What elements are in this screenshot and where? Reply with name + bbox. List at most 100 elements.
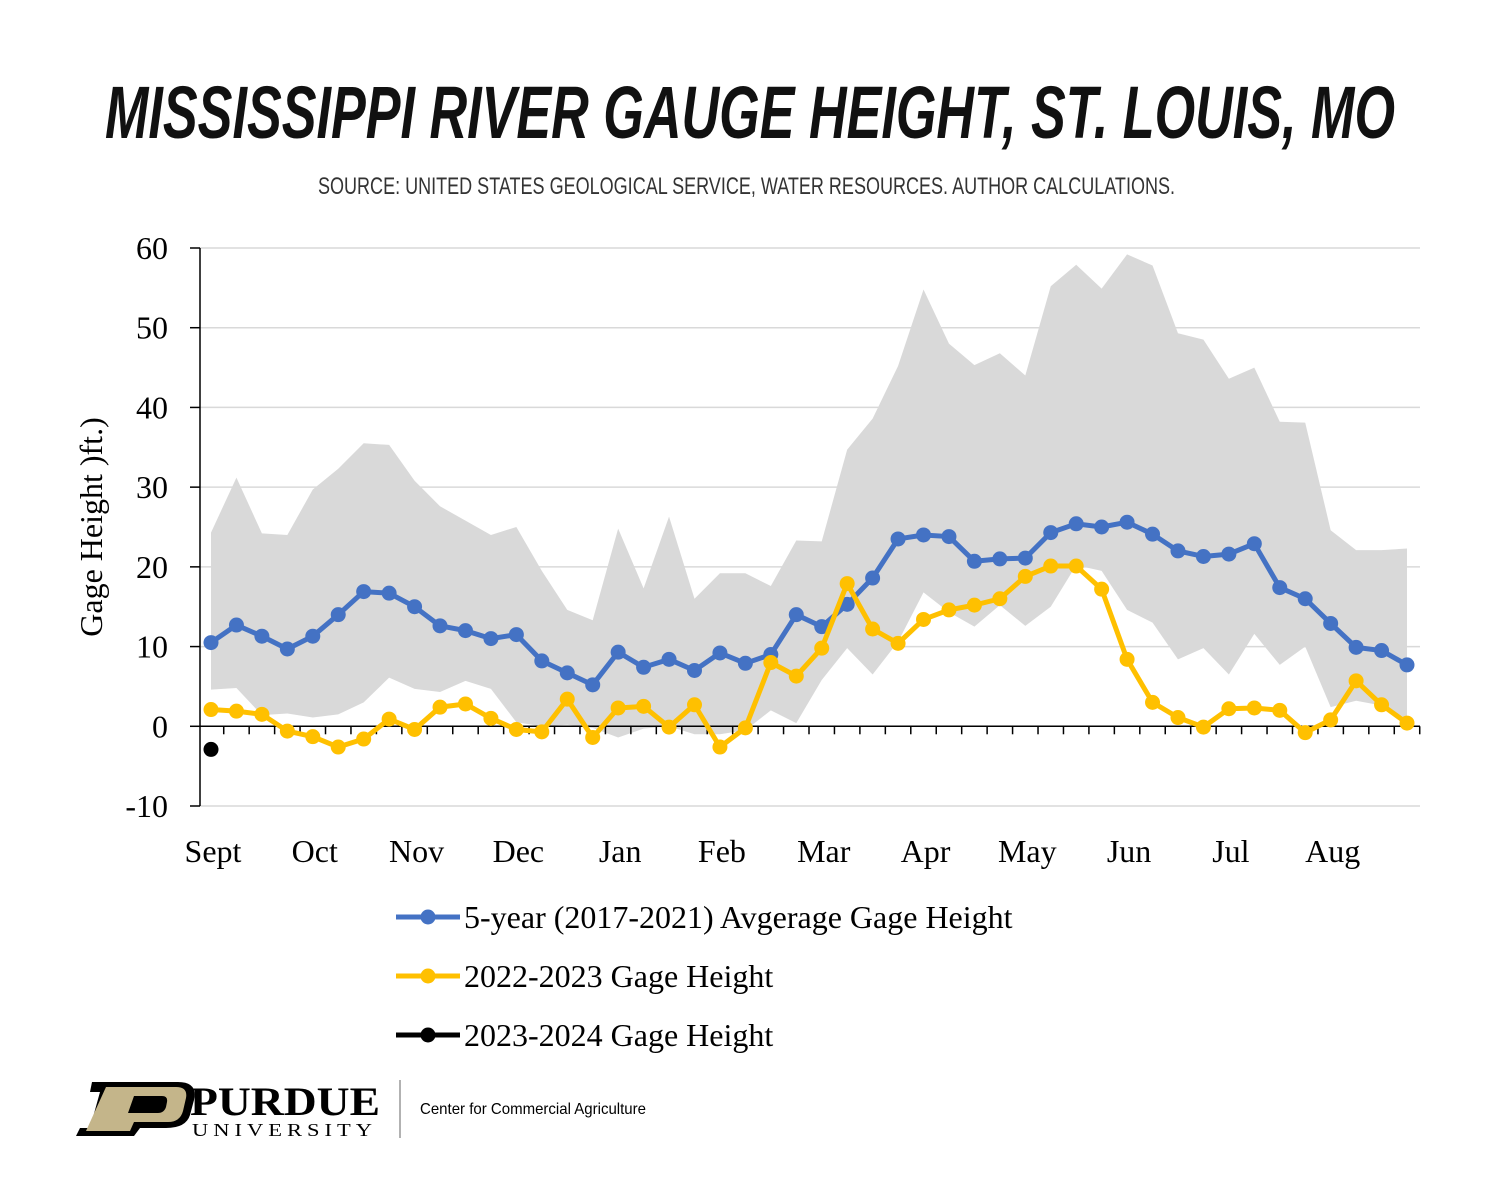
data-point (814, 640, 830, 656)
data-point (865, 570, 881, 586)
y-tick-label: 0 (152, 708, 168, 744)
data-point (610, 700, 626, 716)
data-point (457, 623, 473, 639)
y-tick-label: 10 (136, 629, 168, 665)
data-point (559, 665, 575, 681)
data-point (407, 599, 423, 615)
data-point (839, 596, 855, 612)
x-tick-label: Nov (389, 833, 444, 869)
data-point (1323, 712, 1339, 728)
data-point (228, 617, 244, 633)
logo-name: PURDUE (190, 1079, 380, 1124)
legend-label: 2022-2023 Gage Height (464, 958, 773, 994)
data-point (636, 659, 652, 675)
data-point (534, 653, 550, 669)
data-point (1297, 725, 1313, 741)
data-point (381, 711, 397, 727)
data-point (788, 607, 804, 623)
data-point (1221, 701, 1237, 717)
data-point (203, 635, 219, 651)
legend: 5-year (2017-2021) Avgerage Gage Height 2… (396, 899, 1013, 1053)
chart-title: MISSISSIPPI RIVER GAUGE HEIGHT, ST. LOUI… (105, 71, 1395, 154)
data-point (1195, 719, 1211, 735)
data-point (686, 697, 702, 713)
data-point (330, 607, 346, 623)
data-point (483, 631, 499, 647)
data-point (661, 651, 677, 667)
data-point (1374, 643, 1390, 659)
footer: PURDUE UNIVERSITY Center for Commercial … (76, 1079, 646, 1140)
legend-label: 2023-2024 Gage Height (464, 1017, 773, 1053)
data-point (763, 655, 779, 671)
data-point (865, 621, 881, 637)
data-point (279, 723, 295, 739)
chart-subtitle: SOURCE: UNITED STATES GEOLOGICAL SERVICE… (318, 173, 1175, 200)
data-point (1272, 580, 1288, 596)
x-tick-label: Apr (901, 833, 951, 869)
data-point (254, 628, 270, 644)
legend-marker (420, 909, 436, 925)
unit-name: Center for Commercial Agriculture (420, 1101, 646, 1118)
data-point (661, 719, 677, 735)
y-tick-label: 60 (136, 230, 168, 266)
y-axis-label: Gage Height )ft.) (73, 417, 109, 636)
data-point (432, 618, 448, 634)
data-point (966, 553, 982, 569)
legend-marker (420, 1027, 436, 1043)
data-point (916, 611, 932, 627)
data-point (356, 731, 372, 747)
data-point (407, 721, 423, 737)
y-tick-label: 20 (136, 549, 168, 585)
x-tick-label: Oct (292, 833, 338, 869)
x-tick-label: Jun (1107, 833, 1151, 869)
data-point (1348, 639, 1364, 655)
data-point (1043, 525, 1059, 541)
data-point (254, 706, 270, 722)
data-point (508, 627, 524, 643)
data-point (1221, 546, 1237, 562)
data-point (890, 635, 906, 651)
data-point (585, 729, 601, 745)
data-point (610, 644, 626, 660)
data-point (1119, 651, 1135, 667)
data-point (737, 720, 753, 736)
data-point (1119, 514, 1135, 530)
data-point (890, 531, 906, 547)
data-point (737, 655, 753, 671)
y-tick-label: 30 (136, 469, 168, 505)
data-point (356, 584, 372, 600)
data-point (992, 591, 1008, 607)
data-point (788, 668, 804, 684)
data-point (203, 702, 219, 718)
data-point (1348, 673, 1364, 689)
y-tick-label: -10 (125, 788, 168, 824)
data-point (457, 696, 473, 712)
data-point (432, 699, 448, 715)
data-point (1272, 702, 1288, 718)
data-point (1017, 550, 1033, 566)
data-point (1043, 558, 1059, 574)
data-point (508, 721, 524, 737)
x-tick-label: Jan (599, 833, 642, 869)
legend-marker (420, 968, 436, 984)
range-band (211, 254, 1407, 738)
x-tick-label: Sept (185, 833, 242, 869)
data-point (203, 741, 219, 757)
data-point (1068, 516, 1084, 532)
data-point (941, 529, 957, 545)
data-point (712, 645, 728, 661)
data-point (916, 527, 932, 543)
data-point (1017, 568, 1033, 584)
data-point (1374, 697, 1390, 713)
y-tick-label: 50 (136, 310, 168, 346)
data-point (636, 698, 652, 714)
data-point (1170, 543, 1186, 559)
data-point (1297, 591, 1313, 607)
data-point (1170, 710, 1186, 726)
data-point (279, 641, 295, 657)
data-point (330, 739, 346, 755)
data-point (839, 576, 855, 592)
logo-sub: UNIVERSITY (192, 1120, 377, 1140)
data-point (483, 710, 499, 726)
